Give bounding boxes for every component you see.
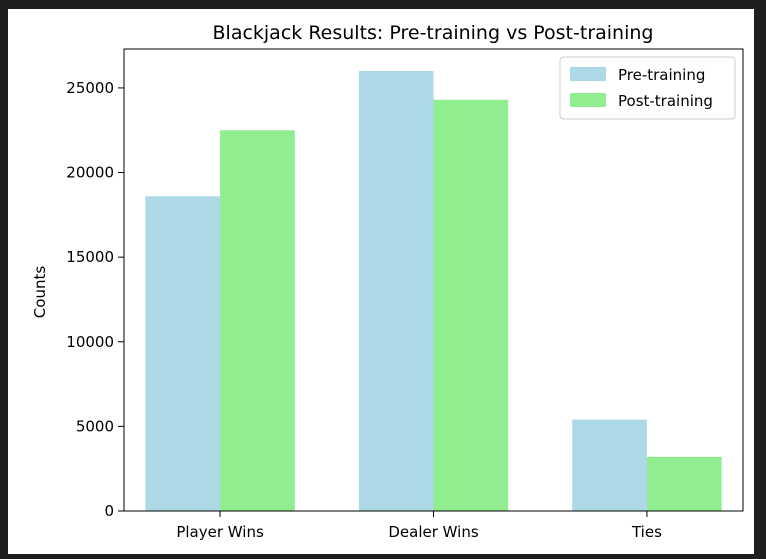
y-tick-label: 15000 <box>66 248 114 266</box>
chart-figure: Blackjack Results: Pre-training vs Post-… <box>8 9 754 554</box>
ticks-group: 0 5000 10000 15000 20000 25000 Player Wins Deal… <box>66 79 662 541</box>
bar-pre-training-ties <box>572 419 647 511</box>
x-tick-label: Player Wins <box>176 523 264 541</box>
y-axis-label: Counts <box>31 266 49 319</box>
bars-group <box>145 71 722 512</box>
bar-post-training-dealer-wins <box>433 99 509 512</box>
bar-chart: Blackjack Results: Pre-training vs Post-… <box>31 22 744 541</box>
bar-pre-training-dealer-wins <box>358 71 434 511</box>
legend-label: Post-training <box>618 92 713 110</box>
plot-area-frame <box>123 48 744 512</box>
bar-post-training-ties <box>646 456 722 511</box>
legend-label: Pre-training <box>618 66 705 84</box>
legend-swatch <box>570 93 606 107</box>
x-tick-label: Dealer Wins <box>388 523 478 541</box>
legend-swatch <box>570 67 606 81</box>
y-tick-label: 20000 <box>66 164 114 182</box>
y-tick-label: 25000 <box>66 79 114 97</box>
bar-post-training-player-wins <box>220 130 295 511</box>
y-tick-label: 10000 <box>66 333 114 351</box>
bar-pre-training-player-wins <box>145 196 221 511</box>
y-tick-label: 5000 <box>76 417 114 435</box>
legend: Pre-training Post-training <box>559 56 736 120</box>
x-tick-label: Ties <box>631 523 662 541</box>
y-tick-label: 0 <box>104 502 114 520</box>
chart-title: Blackjack Results: Pre-training vs Post-… <box>213 22 654 44</box>
